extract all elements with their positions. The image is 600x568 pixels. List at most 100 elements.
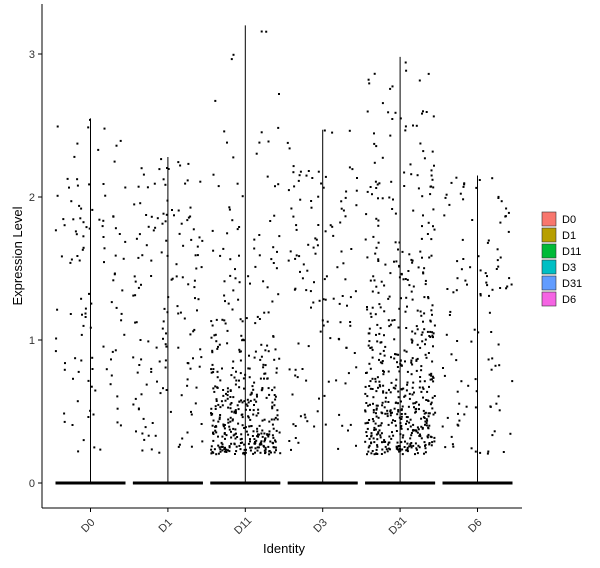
- data-point: [135, 321, 138, 324]
- legend-label: D0: [562, 214, 576, 226]
- data-point: [400, 418, 403, 420]
- data-point: [288, 147, 291, 150]
- data-point: [389, 409, 392, 412]
- data-point: [259, 377, 262, 380]
- data-point: [430, 254, 433, 257]
- data-point: [372, 396, 375, 399]
- data-point: [228, 208, 231, 211]
- data-point: [396, 441, 399, 444]
- data-point: [347, 429, 349, 432]
- data-point: [214, 429, 217, 432]
- data-point: [56, 308, 59, 311]
- data-point: [401, 405, 404, 408]
- data-point: [274, 446, 277, 449]
- data-point: [210, 448, 213, 451]
- data-point: [234, 412, 237, 415]
- data-point: [256, 430, 259, 433]
- data-point: [262, 363, 265, 366]
- data-point: [426, 436, 429, 439]
- data-point: [241, 195, 244, 198]
- data-point: [272, 427, 275, 430]
- data-point: [227, 421, 230, 424]
- data-point: [486, 275, 488, 278]
- data-point: [355, 204, 358, 207]
- data-point: [427, 399, 429, 402]
- data-point: [377, 424, 380, 427]
- data-point: [349, 321, 352, 323]
- data-point: [404, 129, 407, 132]
- data-point: [230, 430, 232, 433]
- data-point: [368, 362, 371, 365]
- data-point: [181, 276, 184, 279]
- data-point: [367, 404, 370, 407]
- data-point: [234, 428, 237, 431]
- data-point: [400, 441, 403, 444]
- data-point: [235, 370, 237, 373]
- data-point: [288, 440, 291, 442]
- data-point: [297, 179, 300, 182]
- y-tick-label: 1: [29, 335, 35, 347]
- data-point: [180, 222, 183, 225]
- data-point: [297, 441, 300, 444]
- data-point: [421, 112, 423, 115]
- data-point: [403, 395, 406, 398]
- data-point: [432, 413, 435, 416]
- data-point: [238, 226, 241, 228]
- data-point: [213, 390, 216, 393]
- data-point: [485, 281, 488, 284]
- data-point: [409, 418, 412, 421]
- data-point: [142, 173, 145, 176]
- data-point: [375, 433, 378, 436]
- data-point: [73, 155, 76, 158]
- data-point: [260, 432, 263, 435]
- data-point: [267, 445, 270, 448]
- data-point: [391, 411, 393, 414]
- y-tick-label: 2: [29, 192, 35, 204]
- data-point: [264, 372, 267, 375]
- data-point: [165, 213, 168, 216]
- data-point: [317, 170, 320, 173]
- data-point: [273, 358, 276, 361]
- data-point: [211, 229, 214, 232]
- data-point: [277, 183, 280, 186]
- data-point: [273, 386, 276, 389]
- data-point: [405, 389, 408, 392]
- data-point: [238, 444, 241, 447]
- data-point: [325, 275, 328, 278]
- data-point: [234, 268, 236, 271]
- data-point: [252, 452, 255, 455]
- data-point: [432, 336, 434, 339]
- data-point: [56, 125, 59, 128]
- data-point: [365, 431, 368, 434]
- data-point: [474, 378, 477, 381]
- data-point: [376, 444, 379, 447]
- data-point: [232, 360, 235, 363]
- data-point: [257, 408, 260, 411]
- data-point: [415, 359, 418, 362]
- data-point: [194, 297, 196, 300]
- data-point: [271, 423, 274, 426]
- data-point: [187, 362, 190, 365]
- data-point: [182, 244, 185, 247]
- data-point: [400, 272, 403, 275]
- data-point: [410, 446, 413, 449]
- data-point: [422, 396, 424, 399]
- data-point: [217, 420, 220, 423]
- data-point: [231, 419, 234, 422]
- data-point: [404, 412, 407, 415]
- data-point: [368, 327, 371, 330]
- data-point: [239, 359, 242, 362]
- data-point: [236, 182, 239, 185]
- data-point: [299, 415, 302, 418]
- data-point: [450, 435, 453, 438]
- data-point: [189, 206, 192, 209]
- data-point: [237, 422, 240, 425]
- data-point: [415, 447, 418, 450]
- data-point: [416, 426, 419, 429]
- data-point: [226, 141, 228, 144]
- data-point: [373, 453, 376, 456]
- data-point: [393, 260, 395, 263]
- data-point: [119, 424, 122, 427]
- data-point: [394, 353, 396, 356]
- data-point: [423, 328, 426, 331]
